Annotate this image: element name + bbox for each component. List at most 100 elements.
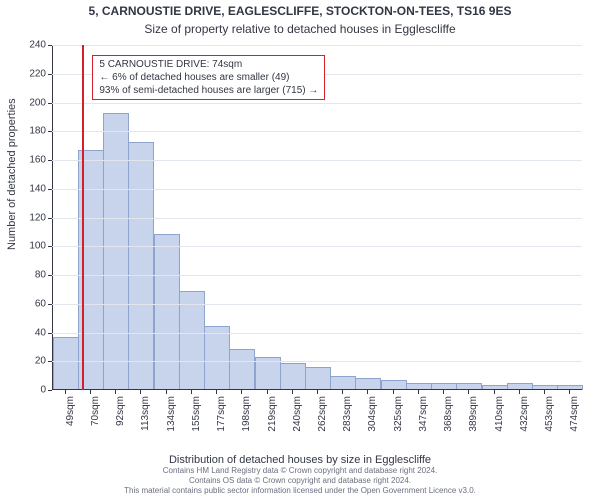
y-tick-mark bbox=[48, 160, 52, 161]
x-tick-mark bbox=[569, 390, 570, 394]
y-tick-label: 0 bbox=[40, 385, 46, 396]
y-tick-mark bbox=[48, 103, 52, 104]
y-tick-mark bbox=[48, 304, 52, 305]
x-tick-label: 49sqm bbox=[65, 396, 76, 426]
chart-subtitle: Size of property relative to detached ho… bbox=[0, 22, 600, 36]
y-tick-label: 120 bbox=[29, 212, 46, 223]
y-tick-label: 220 bbox=[29, 68, 46, 79]
x-tick-label: 155sqm bbox=[191, 396, 202, 432]
annotation-line: 5 CARNOUSTIE DRIVE: 74sqm bbox=[99, 58, 318, 71]
chart-container: 5, CARNOUSTIE DRIVE, EAGLESCLIFFE, STOCK… bbox=[0, 0, 600, 500]
credits-line: Contains HM Land Registry data © Crown c… bbox=[0, 466, 600, 476]
x-tick-mark bbox=[544, 390, 545, 394]
histogram-bar bbox=[330, 376, 356, 390]
histogram-bar bbox=[204, 326, 230, 390]
x-tick-label: 283sqm bbox=[342, 396, 353, 432]
x-tick-label: 389sqm bbox=[468, 396, 479, 432]
y-tick-label: 40 bbox=[35, 327, 46, 338]
x-tick-label: 410sqm bbox=[494, 396, 505, 432]
y-tick-mark bbox=[48, 218, 52, 219]
histogram-bar bbox=[179, 291, 205, 390]
x-tick-label: 113sqm bbox=[140, 396, 151, 431]
x-tick-mark bbox=[140, 390, 141, 394]
grid-line bbox=[52, 160, 582, 161]
histogram-bar bbox=[154, 234, 180, 390]
x-tick-label: 240sqm bbox=[292, 396, 303, 432]
histogram-bar bbox=[53, 337, 79, 390]
y-tick-label: 200 bbox=[29, 97, 46, 108]
credits-line: This material contains public sector inf… bbox=[0, 486, 600, 496]
grid-line bbox=[52, 304, 582, 305]
histogram-bar bbox=[229, 349, 255, 390]
x-tick-mark bbox=[267, 390, 268, 394]
y-tick-mark bbox=[48, 246, 52, 247]
y-tick-mark bbox=[48, 189, 52, 190]
y-tick-label: 240 bbox=[29, 40, 46, 51]
x-tick-mark bbox=[443, 390, 444, 394]
y-tick-label: 80 bbox=[35, 270, 46, 281]
x-tick-label: 219sqm bbox=[267, 396, 278, 432]
x-tick-label: 262sqm bbox=[317, 396, 328, 432]
x-tick-label: 453sqm bbox=[544, 396, 555, 432]
x-tick-mark bbox=[166, 390, 167, 394]
y-tick-label: 100 bbox=[29, 241, 46, 252]
x-tick-mark bbox=[342, 390, 343, 394]
credits: Contains HM Land Registry data © Crown c… bbox=[0, 466, 600, 496]
x-tick-label: 198sqm bbox=[241, 396, 252, 432]
y-tick-mark bbox=[48, 45, 52, 46]
x-tick-mark bbox=[90, 390, 91, 394]
x-tick-label: 368sqm bbox=[443, 396, 454, 432]
grid-line bbox=[52, 361, 582, 362]
x-tick-mark bbox=[241, 390, 242, 394]
x-tick-label: 177sqm bbox=[216, 396, 227, 432]
grid-line bbox=[52, 246, 582, 247]
x-tick-mark bbox=[367, 390, 368, 394]
histogram-bar bbox=[280, 363, 306, 390]
annotation-line: ← 6% of detached houses are smaller (49) bbox=[99, 71, 318, 84]
annotation-box: 5 CARNOUSTIE DRIVE: 74sqm← 6% of detache… bbox=[92, 55, 325, 100]
x-tick-mark bbox=[216, 390, 217, 394]
grid-line bbox=[52, 45, 582, 46]
chart-title: 5, CARNOUSTIE DRIVE, EAGLESCLIFFE, STOCK… bbox=[0, 4, 600, 18]
x-tick-mark bbox=[519, 390, 520, 394]
x-tick-mark bbox=[393, 390, 394, 394]
x-tick-label: 70sqm bbox=[90, 396, 101, 426]
x-tick-label: 347sqm bbox=[418, 396, 429, 432]
histogram-bar bbox=[103, 113, 129, 390]
marker-line bbox=[82, 45, 84, 390]
x-tick-label: 134sqm bbox=[166, 396, 177, 432]
x-tick-mark bbox=[115, 390, 116, 394]
annotation-line: 93% of semi-detached houses are larger (… bbox=[99, 84, 318, 97]
grid-line bbox=[52, 333, 582, 334]
y-tick-mark bbox=[48, 390, 52, 391]
y-tick-mark bbox=[48, 131, 52, 132]
histogram-bar bbox=[255, 357, 281, 390]
x-tick-label: 92sqm bbox=[115, 396, 126, 426]
grid-line bbox=[52, 103, 582, 104]
x-tick-mark bbox=[292, 390, 293, 394]
y-tick-mark bbox=[48, 361, 52, 362]
histogram-bar bbox=[128, 142, 154, 390]
grid-line bbox=[52, 189, 582, 190]
y-tick-label: 180 bbox=[29, 126, 46, 137]
credits-line: Contains OS data © Crown copyright and d… bbox=[0, 476, 600, 486]
x-tick-label: 432sqm bbox=[519, 396, 530, 432]
y-tick-label: 160 bbox=[29, 155, 46, 166]
x-axis-label: Distribution of detached houses by size … bbox=[0, 454, 600, 466]
grid-line bbox=[52, 218, 582, 219]
x-tick-mark bbox=[494, 390, 495, 394]
x-tick-mark bbox=[317, 390, 318, 394]
y-tick-label: 140 bbox=[29, 183, 46, 194]
plot-area: 02040608010012014016018020022024049sqm70… bbox=[52, 45, 582, 390]
y-tick-mark bbox=[48, 74, 52, 75]
y-tick-mark bbox=[48, 333, 52, 334]
grid-line bbox=[52, 275, 582, 276]
y-axis-label: Number of detached properties bbox=[6, 98, 18, 250]
histogram-bar bbox=[305, 367, 331, 390]
y-tick-label: 20 bbox=[35, 356, 46, 367]
x-tick-mark bbox=[191, 390, 192, 394]
y-tick-mark bbox=[48, 275, 52, 276]
x-tick-mark bbox=[468, 390, 469, 394]
x-tick-label: 304sqm bbox=[367, 396, 378, 432]
x-tick-mark bbox=[65, 390, 66, 394]
